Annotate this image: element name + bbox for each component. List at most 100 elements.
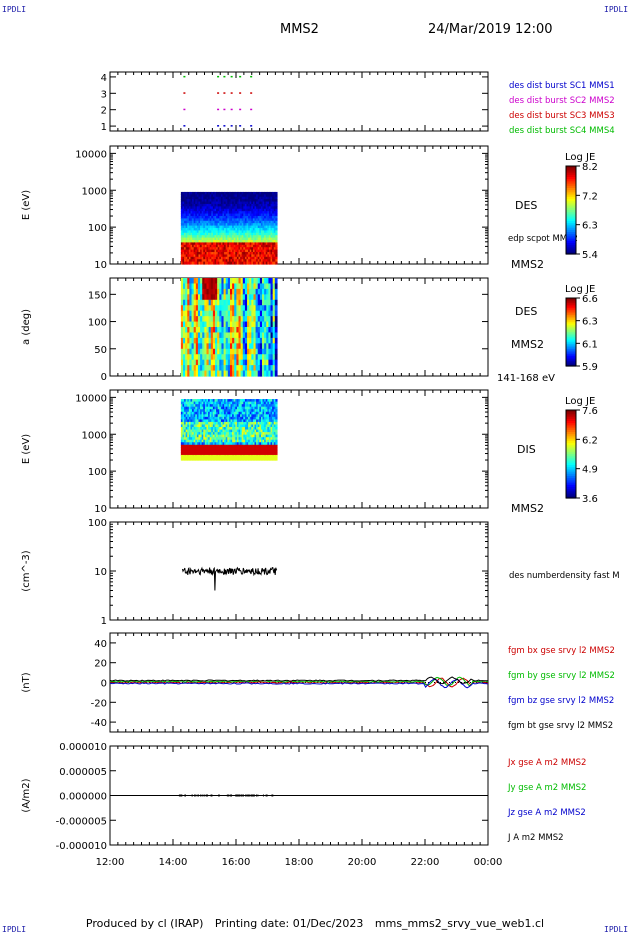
dis-cell <box>275 404 278 408</box>
spectrogram-cell <box>249 211 252 215</box>
spectrogram-cell <box>203 254 206 258</box>
dis-cell <box>254 411 257 415</box>
dis-cell <box>259 421 262 426</box>
colorbar-cell <box>566 478 576 481</box>
spectrogram-cell <box>193 239 196 243</box>
spectrogram-cell <box>235 261 238 265</box>
spectrogram-cell <box>225 211 228 215</box>
pitch-cell <box>206 299 210 306</box>
legend-entry-2: des dist burst SC3 MMS3 <box>509 111 615 121</box>
spectrogram-cell <box>214 206 217 210</box>
spectrogram-cell <box>200 213 203 217</box>
spectrogram-cell <box>193 244 196 248</box>
dis-cell <box>209 424 212 428</box>
dis-cell <box>198 409 201 413</box>
pitch-cell <box>238 288 242 295</box>
pitch-cell <box>249 316 252 323</box>
dis-cell <box>192 442 195 446</box>
spectrogram-cell <box>219 213 222 217</box>
dis-cell <box>196 399 200 403</box>
spectrogram-cell <box>209 239 212 243</box>
spectrogram-cell <box>251 201 254 205</box>
pitch-cell <box>262 365 265 372</box>
dis-cell <box>264 442 267 446</box>
dis-cell <box>228 401 232 405</box>
pitch-cell <box>257 294 261 301</box>
spectrogram-cell <box>235 259 238 263</box>
dis-cell <box>184 444 187 448</box>
pitch-cell <box>206 316 210 323</box>
pitch-cell <box>197 294 201 301</box>
pitch-cell <box>259 305 263 312</box>
spectrogram-cell <box>262 261 265 265</box>
spectrogram-cell <box>216 239 219 243</box>
spectrogram-cell <box>188 235 192 239</box>
spectrogram-cell <box>192 225 195 229</box>
pitch-cell <box>206 288 210 295</box>
spectrogram-cell <box>192 196 195 200</box>
colorbar-cell <box>566 330 576 333</box>
pitch-cell <box>270 310 274 317</box>
spectrogram-cell <box>204 196 208 200</box>
spectrogram-cell <box>182 203 185 207</box>
pitch-cell <box>244 343 248 350</box>
spectrogram-cell <box>219 247 222 251</box>
colorbar-cell <box>566 212 576 215</box>
spectrogram-cell <box>262 235 265 239</box>
dis-cell <box>246 442 249 446</box>
pitch-cell <box>232 359 235 366</box>
pitch-cell <box>217 316 220 323</box>
spectrogram-cell <box>256 206 259 210</box>
spectrogram-cell <box>193 249 196 253</box>
spectrogram-cell <box>249 259 252 263</box>
pitch-cell <box>249 365 252 372</box>
dis-cell <box>211 411 214 415</box>
colorbar-cell <box>566 471 576 475</box>
colorbar-cell <box>566 298 576 301</box>
spectrogram-cell <box>225 239 228 243</box>
spectrogram-cell <box>249 215 252 219</box>
spectrogram-cell <box>233 196 236 200</box>
dis-cell <box>204 449 208 454</box>
dis-cell <box>257 449 260 454</box>
spectrogram-cell <box>256 201 259 205</box>
dis-cell <box>184 447 187 451</box>
colorbar-cell <box>566 326 576 330</box>
spectrogram-cell <box>211 201 214 205</box>
spectrogram-cell <box>206 239 209 243</box>
spectrogram-cell <box>268 254 272 258</box>
spectrogram-cell <box>184 227 187 231</box>
pitch-cell <box>274 343 278 350</box>
spectrogram-cell <box>227 218 230 222</box>
dis-cell <box>216 452 219 456</box>
spectrogram-cell <box>230 249 233 253</box>
spectrogram-cell <box>268 201 272 205</box>
dis-cell <box>212 416 216 420</box>
dis-cell <box>230 447 233 451</box>
dis-cell <box>196 432 200 436</box>
spectrogram-cell <box>188 230 192 234</box>
spectrogram-cell <box>272 223 275 227</box>
spectrogram-cell <box>256 235 259 239</box>
dis-cell <box>193 434 196 438</box>
spectrogram-cell <box>232 196 235 200</box>
spectrogram-cell <box>220 227 224 231</box>
y-tick-label-4-2: 100 <box>88 518 107 529</box>
dis-cell <box>241 399 244 403</box>
spectrogram-cell <box>272 213 275 217</box>
pitch-cell <box>212 327 216 334</box>
pitch-cell <box>272 343 276 350</box>
pitch-cell <box>193 299 197 306</box>
dis-cell <box>182 447 185 451</box>
spectrogram-cell <box>252 242 256 246</box>
spectrogram-cell <box>195 261 198 265</box>
spectrogram-cell <box>240 242 243 246</box>
spectrogram-cell <box>192 237 195 241</box>
pitch-cell <box>187 278 191 285</box>
spectrogram-cell <box>193 194 196 198</box>
dis-cell <box>195 421 198 426</box>
spectrogram-cell <box>220 199 224 203</box>
pitch-cell <box>223 370 227 377</box>
dis-cell <box>273 429 276 433</box>
dis-cell <box>248 427 251 431</box>
